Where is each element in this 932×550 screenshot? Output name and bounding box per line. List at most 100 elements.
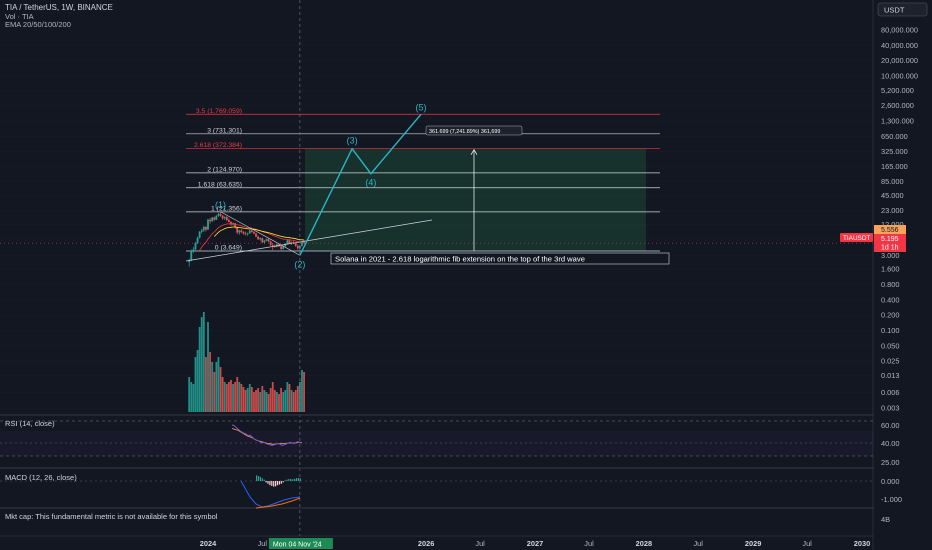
fib-level-label: 2.618 (372.384) xyxy=(194,142,242,149)
volume-bar xyxy=(273,390,276,412)
candle-body xyxy=(303,242,305,244)
candle-body xyxy=(221,215,224,219)
macd-histogram-bar xyxy=(295,478,298,481)
symbol-title[interactable]: TIA / TetherUS, 1W, BINANCE xyxy=(5,3,113,12)
macd-histogram-bar xyxy=(297,477,299,481)
candle-body xyxy=(205,226,207,230)
measure-label-box xyxy=(425,125,523,136)
grid xyxy=(0,29,873,409)
price-axis[interactable]: 80,000.000 40,000.000 20,000.000 10,000.000… xyxy=(874,0,932,550)
time-axis-label: Jul xyxy=(258,539,268,548)
time-axis-label: Jul xyxy=(693,539,703,548)
price-axis-label: 650.000 xyxy=(881,132,908,141)
candles xyxy=(188,211,305,267)
volume-bar xyxy=(219,367,222,412)
volume-bar xyxy=(248,384,251,412)
macd-histogram-bar xyxy=(261,478,263,481)
ema-tag-bg xyxy=(874,225,906,234)
price-axis-label: 0.200 xyxy=(881,311,900,320)
candle-body xyxy=(198,231,201,238)
macd-title[interactable]: MACD (12, 26, close) xyxy=(5,473,77,482)
candle-body xyxy=(225,217,228,221)
candle-body xyxy=(211,217,214,222)
mktcap-title[interactable]: Mkt cap: This fundamental metric is not … xyxy=(5,512,218,521)
price-axis-label: 325.000 xyxy=(881,147,908,156)
target-box xyxy=(305,148,646,251)
macd-histogram-bar xyxy=(256,475,258,481)
price-axis-label: 10,000.000 xyxy=(881,71,918,80)
annotation-callout[interactable]: Solana in 2021 - 2.618 logarithmic fib e… xyxy=(330,252,670,265)
volume-bar xyxy=(217,357,220,412)
currency-button[interactable]: USDT xyxy=(877,2,928,17)
price-axis-label: 20,000.000 xyxy=(881,56,918,65)
time-axis-label: Jul xyxy=(475,539,485,548)
macd-histogram-bar xyxy=(292,479,294,481)
last-price-tag: 5.195 1d 1h xyxy=(874,234,906,252)
volume-bar xyxy=(244,390,247,412)
ticker-tag-bg xyxy=(840,233,873,242)
volume-bar xyxy=(269,388,272,412)
volume-bar xyxy=(232,384,234,412)
volume-bar xyxy=(303,372,305,412)
volume-bar xyxy=(276,392,278,412)
ticker-tag[interactable]: TIAUSDT xyxy=(840,233,873,242)
volume-bar xyxy=(236,377,239,412)
volume-bar xyxy=(265,392,268,412)
price-axis-label: 0.025 xyxy=(881,357,900,366)
volume-bar xyxy=(301,370,303,412)
macd-axis-label: 0.000 xyxy=(881,477,900,486)
volume-bar xyxy=(200,317,203,412)
price-axis-label: 0.400 xyxy=(881,295,900,304)
currency-button-frame xyxy=(877,2,928,17)
candle-body xyxy=(250,230,253,233)
price-axis-label: 23.000 xyxy=(881,206,904,215)
fib-levels: 3.5 (1,769.059) 3 (731.301) 2.618 (372.384… xyxy=(186,108,660,251)
volume-bar xyxy=(230,380,232,412)
ema-line xyxy=(199,223,305,251)
price-axis-label: 0.003 xyxy=(881,404,900,413)
wave-label: (3) xyxy=(347,136,358,146)
time-cursor-tag: Mon 04 Nov '24 xyxy=(268,538,333,549)
volume-bar xyxy=(227,382,230,412)
candle-body xyxy=(242,232,245,234)
volume-bar xyxy=(288,384,291,412)
price-axis-bg xyxy=(874,0,932,550)
candle-body xyxy=(263,240,266,243)
candle-body xyxy=(288,240,291,244)
ema-legend[interactable]: EMA 20/50/100/200 xyxy=(5,20,71,29)
volume-bar xyxy=(194,357,197,412)
candle-body xyxy=(213,217,216,220)
macd-histogram-bar xyxy=(267,481,269,484)
candle-body xyxy=(236,227,239,233)
time-axis-label: 2029 xyxy=(745,539,761,548)
volume-bar xyxy=(294,390,297,412)
price-axis-label: 0.100 xyxy=(881,326,900,335)
volume-bar xyxy=(259,392,262,412)
time-axis-label: 2026 xyxy=(418,539,434,548)
volume-bar xyxy=(196,350,199,412)
volume-bar xyxy=(255,390,257,412)
price-axis-label: 5,200.000 xyxy=(881,86,914,95)
annotation-text: Solana in 2021 - 2.618 logarithmic fib e… xyxy=(335,255,585,264)
time-axis[interactable]: 2024 Jul 2026 Jul 2027 Jul 2028 Jul 2029 Jul 2030 xyxy=(200,539,870,548)
volume-bar xyxy=(225,384,228,412)
ticker-tag-label: TIAUSDT xyxy=(843,235,870,242)
volume-bar xyxy=(202,312,205,412)
measure-callout[interactable]: 361.699 (7,241.89%) 361,699 xyxy=(425,125,523,136)
last-price-tag-bg xyxy=(874,234,906,252)
measure-label: 361.699 (7,241.89%) 361,699 xyxy=(429,129,500,135)
macd-histogram-bar xyxy=(275,481,277,487)
target-box-rect xyxy=(305,148,646,251)
volume-bar xyxy=(192,384,195,412)
wave-label: (5) xyxy=(416,102,427,112)
candle-body xyxy=(267,239,270,242)
mktcap-axis-label: 4B xyxy=(881,515,890,524)
macd-pane[interactable] xyxy=(0,475,873,509)
macd-histogram-bar xyxy=(259,476,261,481)
price-axis-label: 3.000 xyxy=(881,251,900,260)
rsi-pane[interactable] xyxy=(0,420,873,457)
rsi-title[interactable]: RSI (14, close) xyxy=(5,419,55,428)
volume-bar xyxy=(242,387,245,412)
volume-legend[interactable]: Vol · TIA xyxy=(5,12,34,21)
